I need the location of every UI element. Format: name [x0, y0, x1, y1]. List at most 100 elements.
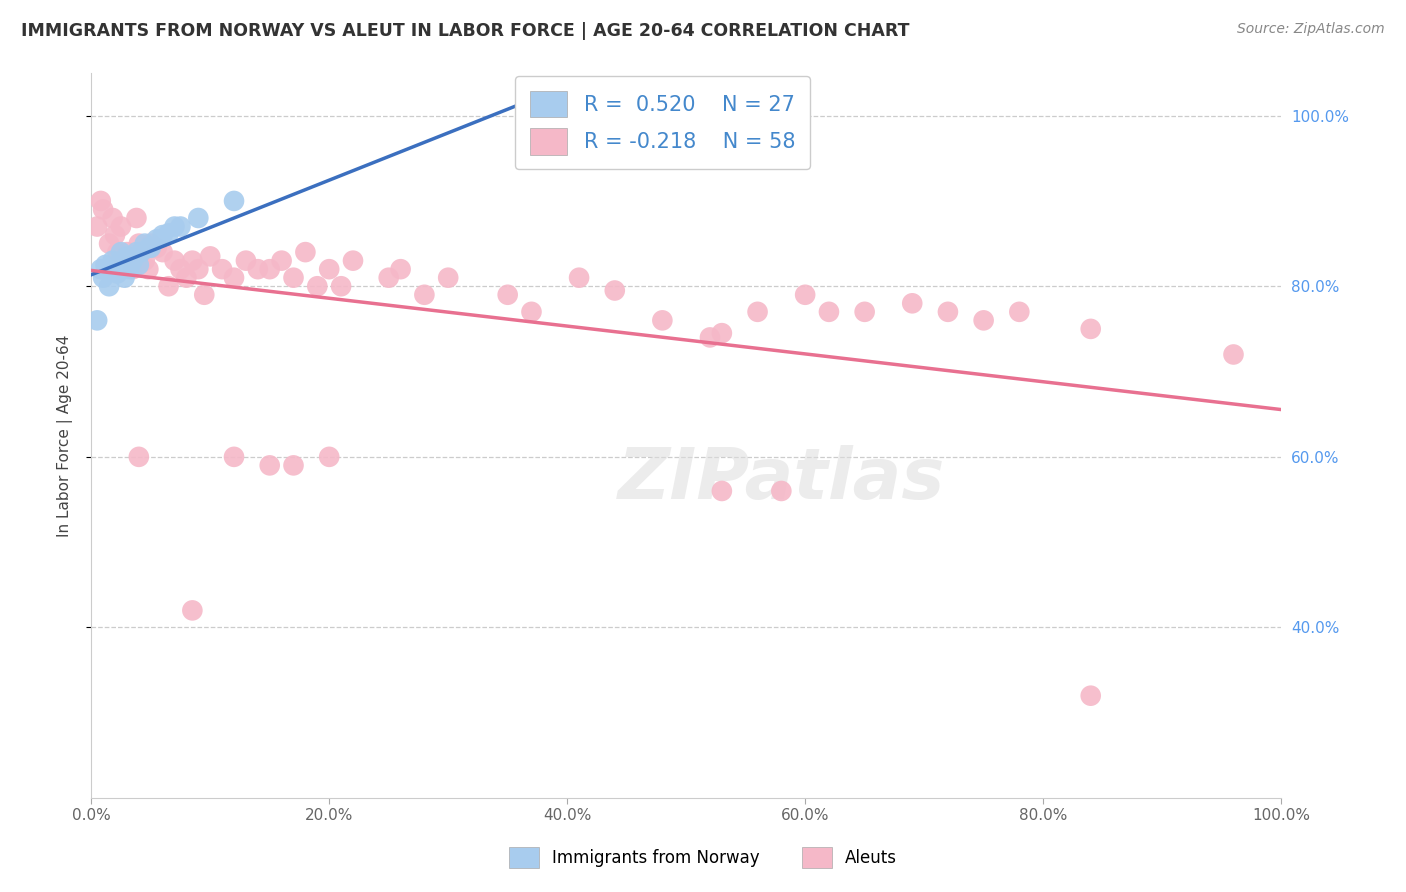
Point — [246, 262, 269, 277]
Point — [342, 253, 364, 268]
Point — [107, 245, 129, 260]
Point — [193, 287, 215, 301]
Point — [283, 270, 305, 285]
Point — [94, 258, 117, 272]
Point — [163, 253, 186, 268]
Point — [107, 267, 129, 281]
Point — [125, 211, 148, 225]
Point — [138, 241, 160, 255]
Point — [259, 458, 281, 473]
Point — [128, 258, 150, 272]
Point — [86, 313, 108, 327]
Point — [710, 326, 733, 340]
Point — [437, 270, 460, 285]
Point — [118, 262, 141, 277]
Point — [259, 262, 281, 277]
Point — [389, 262, 412, 277]
Point — [211, 262, 233, 277]
Point — [187, 211, 209, 225]
Point — [110, 245, 132, 260]
Point — [568, 270, 591, 285]
Point — [413, 287, 436, 301]
Point — [377, 270, 399, 285]
Point — [110, 219, 132, 234]
Point — [129, 245, 152, 260]
Point — [770, 483, 793, 498]
Point — [138, 262, 160, 277]
Point — [91, 202, 114, 217]
Point — [145, 241, 167, 255]
Point — [330, 279, 353, 293]
Point — [1222, 347, 1244, 361]
Point — [91, 270, 114, 285]
Point — [200, 249, 222, 263]
Point — [115, 245, 138, 260]
Point — [139, 241, 162, 255]
Point — [1080, 322, 1102, 336]
Point — [283, 458, 305, 473]
Point — [145, 232, 167, 246]
Point — [520, 305, 543, 319]
Point — [90, 262, 112, 277]
Point — [157, 279, 180, 293]
Point — [104, 228, 127, 243]
Point — [222, 270, 245, 285]
Point — [134, 253, 156, 268]
Point — [603, 284, 626, 298]
Text: Source: ZipAtlas.com: Source: ZipAtlas.com — [1237, 22, 1385, 37]
Point — [152, 228, 174, 243]
Point — [187, 262, 209, 277]
Point — [122, 253, 145, 268]
Point — [101, 253, 124, 268]
Point — [318, 450, 340, 464]
Point — [526, 109, 548, 123]
Point — [128, 236, 150, 251]
Point — [115, 249, 138, 263]
Point — [651, 313, 673, 327]
Point — [181, 603, 204, 617]
Text: IMMIGRANTS FROM NORWAY VS ALEUT IN LABOR FORCE | AGE 20-64 CORRELATION CHART: IMMIGRANTS FROM NORWAY VS ALEUT IN LABOR… — [21, 22, 910, 40]
Point — [98, 279, 121, 293]
Text: ZIPatlas: ZIPatlas — [617, 444, 945, 514]
Point — [157, 227, 180, 241]
Point — [818, 305, 841, 319]
Legend: Immigrants from Norway, Aleuts: Immigrants from Norway, Aleuts — [502, 840, 904, 875]
Point — [496, 287, 519, 301]
Point — [181, 253, 204, 268]
Point — [128, 450, 150, 464]
Point — [125, 245, 148, 260]
Point — [222, 450, 245, 464]
Point — [222, 194, 245, 208]
Legend: R =  0.520    N = 27, R = -0.218    N = 58: R = 0.520 N = 27, R = -0.218 N = 58 — [515, 76, 810, 169]
Point — [936, 305, 959, 319]
Point — [163, 219, 186, 234]
Point — [710, 483, 733, 498]
Point — [169, 262, 191, 277]
Point — [122, 262, 145, 277]
Point — [152, 245, 174, 260]
Point — [307, 279, 329, 293]
Point — [86, 219, 108, 234]
Point — [98, 236, 121, 251]
Point — [294, 245, 316, 260]
Point — [114, 270, 136, 285]
Point — [270, 253, 292, 268]
Point — [101, 211, 124, 225]
Point — [139, 236, 162, 251]
Point — [699, 330, 721, 344]
Point — [104, 262, 127, 277]
Point — [853, 305, 876, 319]
Point — [90, 194, 112, 208]
Point — [318, 262, 340, 277]
Point — [794, 287, 817, 301]
Point — [134, 236, 156, 251]
Point — [1080, 689, 1102, 703]
Point — [176, 270, 198, 285]
Point — [169, 219, 191, 234]
Y-axis label: In Labor Force | Age 20-64: In Labor Force | Age 20-64 — [58, 334, 73, 537]
Point — [973, 313, 995, 327]
Point — [901, 296, 924, 310]
Point — [747, 305, 769, 319]
Point — [1008, 305, 1031, 319]
Point — [235, 253, 257, 268]
